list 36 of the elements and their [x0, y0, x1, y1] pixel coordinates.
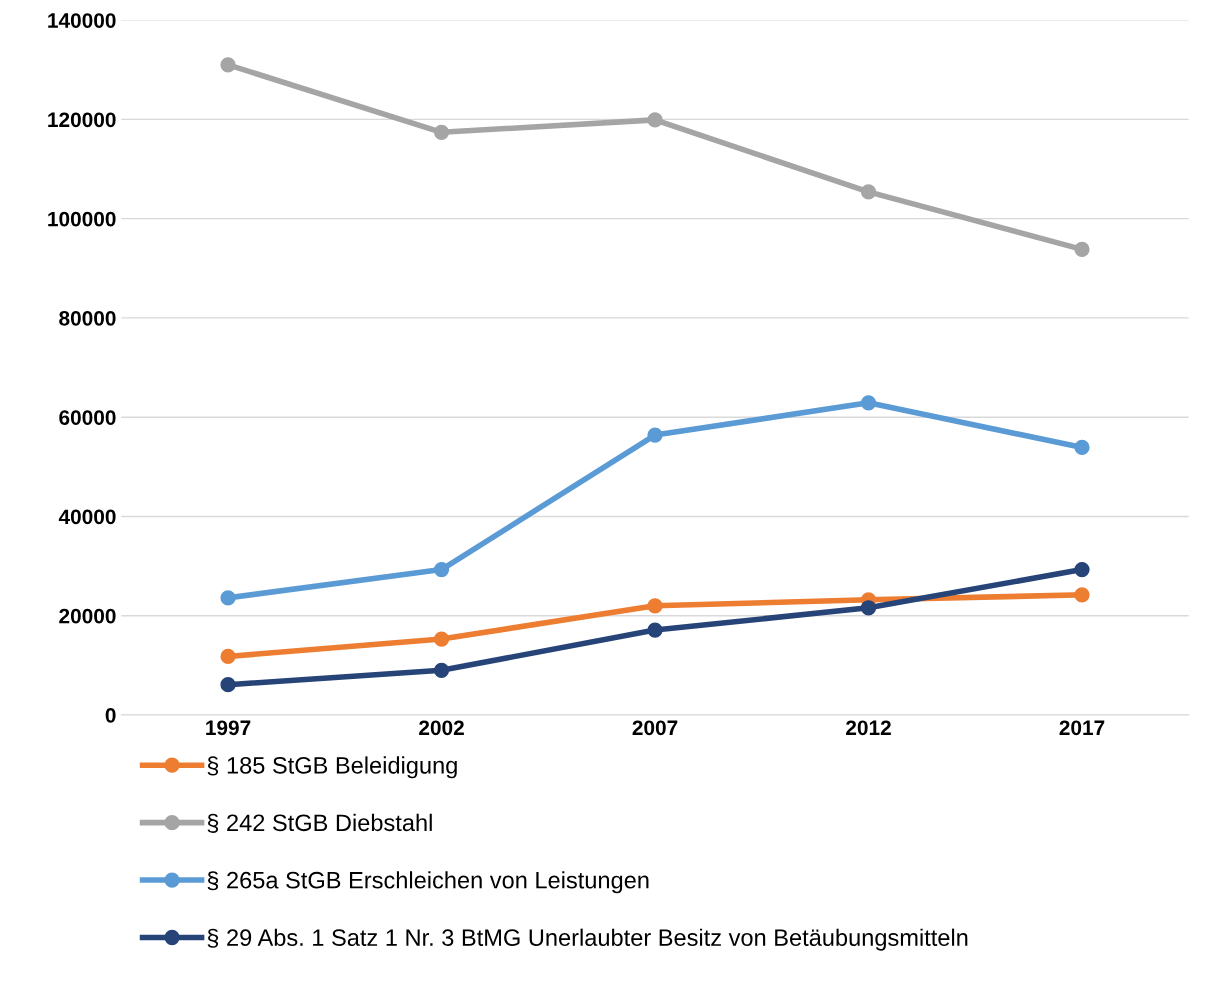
legend-label: § 242 StGB Diebstahl — [207, 813, 432, 833]
point — [1074, 241, 1090, 258]
point — [433, 662, 450, 678]
y-tick-label: 80000 — [59, 310, 116, 326]
y-tick-label: 60000 — [59, 410, 116, 425]
point — [433, 124, 450, 140]
point — [647, 427, 663, 443]
x-tick-label: 2007 — [632, 720, 678, 736]
legend-label: § 185 StGB Beleidigung — [207, 756, 457, 779]
legend-label: § 29 Abs. 1 Satz 1 Nr. 3 BtMG Unerlaubter Besitz von Betäubungsmitteln — [207, 928, 968, 951]
x-tick-label: 2017 — [1059, 720, 1105, 736]
y-tick-label: 120000 — [48, 112, 116, 128]
point — [860, 395, 877, 411]
point — [647, 598, 663, 614]
point — [433, 631, 450, 647]
point — [1074, 587, 1090, 603]
point — [220, 648, 236, 665]
point — [860, 184, 877, 200]
point — [220, 57, 236, 73]
y-tick-label: 0 — [105, 707, 116, 723]
point — [647, 112, 663, 128]
y-tick-label: 100000 — [48, 211, 116, 227]
point — [1074, 561, 1090, 578]
point — [433, 561, 450, 578]
point — [1074, 439, 1090, 456]
y-tick-label: 20000 — [59, 608, 116, 624]
point — [220, 590, 236, 606]
x-tick-label: 1997 — [206, 720, 251, 736]
x-tick-label: 2002 — [419, 720, 464, 736]
y-tick-label: 40000 — [58, 509, 116, 525]
point — [220, 677, 236, 693]
y-tick-label: 140000 — [48, 13, 116, 28]
legend-label: § 265a StGB Erschleichen von Leistungen — [207, 871, 649, 894]
point — [647, 622, 663, 638]
point — [860, 600, 877, 616]
x-tick-label: 2012 — [846, 720, 891, 736]
